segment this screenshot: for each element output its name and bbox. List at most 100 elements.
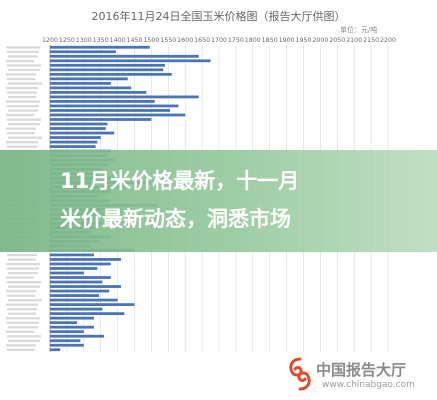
blurred-category-label <box>7 50 39 54</box>
blurred-category-label <box>6 262 40 266</box>
x-tick-label: 1200 <box>42 37 58 44</box>
price-bar <box>50 81 111 85</box>
blurred-category-label <box>7 335 41 338</box>
price-bar <box>50 50 116 54</box>
price-bar <box>50 312 125 316</box>
price-bar <box>50 63 165 67</box>
headline-banner <box>0 150 437 252</box>
blurred-category-label <box>8 272 38 275</box>
price-bar <box>50 321 78 325</box>
price-bar <box>50 91 147 94</box>
blurred-category-label <box>7 91 37 94</box>
blurred-category-label <box>7 348 35 351</box>
blurred-category-label <box>6 141 38 144</box>
x-tick-label: 1600 <box>177 37 193 44</box>
x-tick-label: 1550 <box>160 37 176 44</box>
headline-line-2: 米价最新动态，洞悉市场 <box>60 207 291 231</box>
blurred-category-label <box>7 132 35 135</box>
blurred-category-label <box>7 145 37 148</box>
price-bar <box>50 330 84 334</box>
blurred-category-label <box>8 285 40 288</box>
blurred-category-label <box>7 267 39 270</box>
blurred-category-label <box>8 136 42 139</box>
x-tick-label: 1500 <box>143 37 159 44</box>
blurred-category-label <box>6 303 38 306</box>
blurred-category-label <box>6 127 36 130</box>
price-bar <box>50 45 150 49</box>
price-bar <box>50 303 135 306</box>
blurred-category-label <box>8 258 36 261</box>
price-bar <box>50 86 132 90</box>
watermark-name: 中国报告大厅 <box>316 361 407 379</box>
price-bar <box>50 271 84 275</box>
blurred-category-label <box>7 321 39 324</box>
price-bar <box>50 334 105 338</box>
price-bar <box>50 131 115 135</box>
blurred-category-label <box>8 123 40 126</box>
swirl-logo-icon <box>289 357 311 391</box>
price-bar <box>50 298 118 302</box>
blurred-category-label <box>8 68 40 72</box>
price-bar <box>50 262 111 266</box>
watermark-logo: 中国报告大厅 www.chinabgao.com <box>286 356 436 396</box>
unit-label: 单位：元/吨 <box>340 26 378 34</box>
blurred-category-label <box>8 299 42 302</box>
price-bar <box>50 109 170 112</box>
x-tick-label: 2100 <box>346 37 362 44</box>
price-bar <box>50 104 179 108</box>
x-tick-label: 1450 <box>126 37 142 44</box>
blurred-category-label <box>6 46 40 49</box>
blurred-category-label <box>6 330 34 333</box>
price-bar <box>50 339 81 343</box>
x-tick-label: 1800 <box>245 37 261 44</box>
price-bar <box>50 289 110 293</box>
blurred-category-label <box>7 104 39 108</box>
x-tick-label: 2050 <box>329 37 345 44</box>
price-bar <box>50 253 94 257</box>
price-bar <box>50 280 103 284</box>
price-bar <box>50 276 111 279</box>
x-tick-label: 1850 <box>262 37 278 44</box>
headline-line-1: 11月米价格最新，十一月 <box>60 169 300 193</box>
price-bar <box>50 68 164 72</box>
watermark-url: www.chinabgao.com <box>322 380 415 390</box>
price-bar <box>50 140 98 144</box>
price-bar <box>50 59 211 63</box>
blurred-category-label <box>6 100 40 103</box>
blurred-category-label <box>6 86 38 90</box>
price-bar <box>50 95 199 99</box>
blurred-category-label <box>7 281 41 284</box>
blurred-category-label <box>8 339 40 342</box>
blurred-category-label <box>8 312 36 315</box>
blurred-category-label <box>8 95 36 99</box>
x-tick-label: 2000 <box>312 37 328 44</box>
blurred-category-label <box>8 55 38 58</box>
x-tick-label: 1900 <box>279 37 295 44</box>
price-bar <box>50 136 101 139</box>
price-bar <box>50 122 108 126</box>
blurred-category-label <box>6 276 34 279</box>
price-bar <box>50 72 172 76</box>
price-bar <box>50 54 199 58</box>
blurred-category-label <box>6 114 34 117</box>
blurred-category-label <box>7 118 41 121</box>
x-tick-label: 1650 <box>194 37 210 44</box>
price-bar <box>50 77 128 81</box>
x-tick-label: 1350 <box>93 37 109 44</box>
blurred-category-label <box>7 294 35 297</box>
price-bar <box>50 343 84 347</box>
blurred-category-label <box>7 253 37 257</box>
price-bar <box>50 316 94 320</box>
price-bar <box>50 307 103 311</box>
price-bar <box>50 325 94 329</box>
blurred-category-label <box>7 64 41 67</box>
price-bar <box>50 145 96 148</box>
blurred-category-label <box>8 326 38 329</box>
price-bar <box>50 348 61 352</box>
x-tick-label: 1750 <box>228 37 244 44</box>
price-bar <box>50 100 155 103</box>
price-bar <box>50 285 121 288</box>
blurred-category-label <box>6 344 36 347</box>
x-tick-label: 1250 <box>59 37 75 44</box>
blurred-category-label <box>6 73 36 76</box>
